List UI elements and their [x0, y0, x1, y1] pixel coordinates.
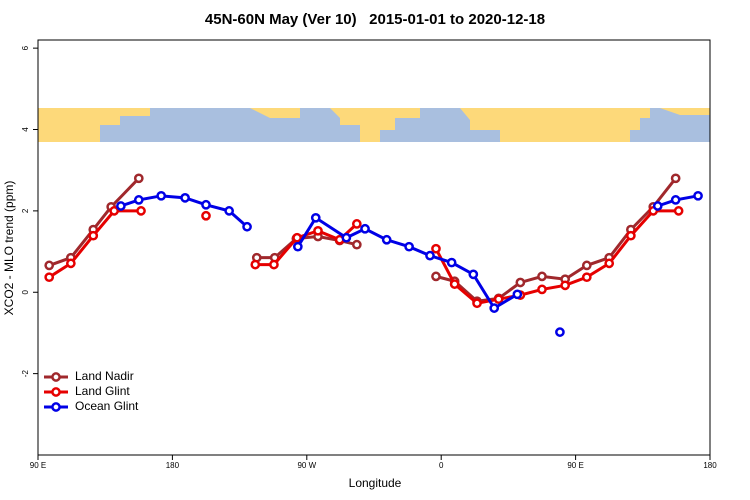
- y-tick-label: 6: [21, 45, 30, 50]
- legend-swatch-point: [51, 372, 61, 382]
- y-axis-label: XCO2 - MLO trend (ppm): [2, 181, 16, 316]
- point: [381, 234, 392, 245]
- point: [425, 250, 435, 261]
- point: [404, 241, 414, 252]
- x-tick-label: 0: [439, 461, 444, 470]
- point: [489, 303, 500, 313]
- land: [38, 108, 710, 142]
- point: [560, 280, 570, 291]
- point: [581, 272, 592, 283]
- legend-label: Land Glint: [75, 384, 130, 398]
- point: [44, 272, 55, 283]
- point: [693, 190, 703, 201]
- point: [512, 289, 523, 300]
- point: [555, 327, 565, 337]
- x-tick-label: 180: [703, 461, 717, 470]
- point: [670, 195, 681, 205]
- point: [44, 260, 55, 271]
- point: [313, 225, 323, 236]
- point: [673, 206, 684, 216]
- legend-label: Land Nadir: [75, 369, 134, 383]
- point: [133, 173, 144, 184]
- point: [180, 193, 190, 203]
- legend-swatch-point: [51, 402, 61, 412]
- point: [242, 221, 252, 232]
- point: [446, 257, 457, 268]
- point: [341, 232, 352, 243]
- point: [292, 241, 303, 252]
- point: [652, 201, 663, 211]
- point: [250, 259, 261, 270]
- point: [351, 239, 362, 250]
- point: [351, 219, 362, 229]
- point: [468, 269, 479, 280]
- y-tick-label: 4: [21, 127, 30, 132]
- point: [201, 210, 211, 221]
- point: [310, 212, 321, 223]
- point: [224, 206, 234, 216]
- map-band: [38, 108, 710, 142]
- y-tick-label: 2: [21, 208, 30, 213]
- y-tick-label: 0: [21, 289, 30, 294]
- point: [133, 195, 144, 205]
- point: [581, 260, 592, 271]
- point: [537, 284, 547, 295]
- point: [156, 190, 167, 201]
- x-tick-label: 90 W: [297, 461, 316, 470]
- legend-label: Ocean Glint: [75, 399, 139, 413]
- point: [626, 230, 636, 241]
- point: [604, 258, 615, 269]
- point: [109, 206, 120, 216]
- point: [360, 223, 370, 234]
- x-tick-label: 90 E: [30, 461, 46, 470]
- x-tick-label: 90 E: [567, 461, 583, 470]
- x-tick-label: 180: [166, 461, 180, 470]
- x-axis-label: Longitude: [349, 476, 402, 490]
- point: [136, 206, 146, 216]
- point: [116, 201, 126, 211]
- point: [537, 271, 547, 282]
- point: [88, 230, 99, 241]
- chart-title: 45N-60N May (Ver 10) 2015-01-01 to 2020-…: [205, 11, 545, 28]
- point: [493, 294, 504, 305]
- point: [66, 258, 76, 269]
- point: [670, 173, 681, 184]
- point: [472, 298, 482, 309]
- point: [292, 232, 302, 243]
- point: [515, 277, 526, 288]
- point: [269, 259, 279, 270]
- point: [431, 271, 441, 282]
- legend-swatch-point: [51, 387, 61, 397]
- point: [431, 243, 441, 254]
- plot-frame: [37, 39, 711, 456]
- point: [449, 279, 460, 289]
- point: [201, 199, 211, 210]
- y-tick-label: -2: [21, 370, 30, 378]
